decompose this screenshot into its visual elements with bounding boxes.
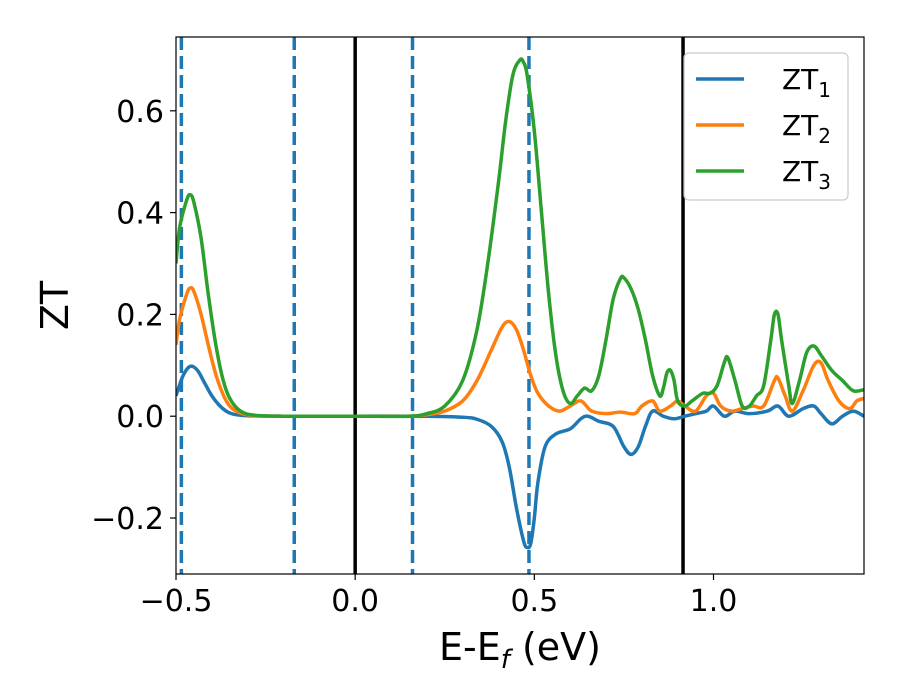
series-line-zt2 [176,285,864,419]
plot-frame [175,36,865,575]
x-tick-label: 0.0 [331,584,379,619]
x-tick-label: −0.5 [140,584,213,619]
y-tick-label: 0.6 [116,95,164,130]
legend-label-zt3: ZT3 [782,155,831,194]
reference-lines [179,37,685,574]
x-tick-label: 0.5 [510,584,558,619]
y-axis-label: ZT [33,280,77,330]
x-tick-label: 1.0 [690,584,738,619]
y-axis: −0.2 0.0 0.2 0.4 0.6 [91,95,176,537]
x-axis: −0.5 0.0 0.5 1.0 [140,574,738,619]
y-tick-label: 0.4 [116,197,164,232]
y-tick-label: 0.0 [116,400,164,435]
series-layer [176,57,864,550]
series-line-zt3 [176,57,864,419]
y-tick-label: −0.2 [91,502,164,537]
legend-box [683,52,849,201]
x-axis-label: E-Ef (eV) [439,625,601,675]
legend-label-zt1: ZT1 [782,63,831,102]
legend: ZT1 ZT2 ZT3 [683,52,849,201]
y-tick-label: 0.2 [116,298,164,333]
legend-label-zt2: ZT2 [782,109,831,148]
